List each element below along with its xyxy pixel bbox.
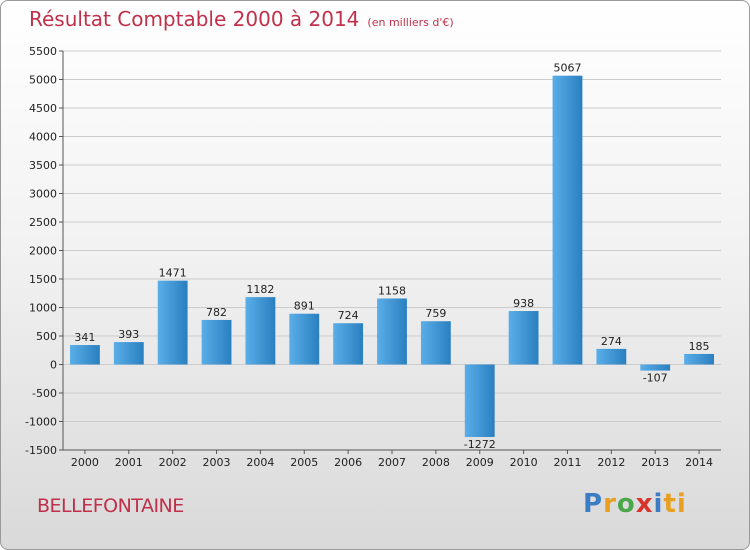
- data-label: 185: [689, 340, 710, 353]
- y-tick-label: 4500: [29, 102, 57, 115]
- bar-2002: [157, 280, 188, 365]
- logo-letter: x: [635, 489, 654, 519]
- y-tick-label: -1500: [25, 444, 57, 457]
- bar-2000: [70, 345, 100, 365]
- y-tick-label: 3500: [29, 159, 57, 172]
- bar-2001: [113, 342, 144, 365]
- data-label: 759: [425, 307, 446, 320]
- x-tick-label: 2013: [641, 456, 669, 469]
- y-tick-label: 1000: [29, 302, 57, 315]
- logo-letter: o: [616, 489, 636, 519]
- data-label: 724: [338, 309, 359, 322]
- y-tick-label: 3000: [29, 188, 57, 201]
- x-tick-label: 2012: [597, 456, 625, 469]
- bar-2013: [640, 364, 671, 371]
- data-label: 274: [601, 335, 622, 348]
- x-tick-label: 2000: [71, 456, 99, 469]
- logo-letter: i: [653, 489, 664, 519]
- x-tick-label: 2001: [115, 456, 143, 469]
- data-label: 393: [118, 328, 139, 341]
- data-label: 1182: [246, 283, 274, 296]
- bar-2010: [508, 311, 539, 365]
- data-label: -107: [643, 372, 668, 385]
- bar-2008: [420, 321, 451, 365]
- x-tick-label: 2009: [466, 456, 494, 469]
- bars: [70, 75, 714, 438]
- y-tick-label: 5000: [29, 74, 57, 87]
- x-tick-label: 2014: [685, 456, 713, 469]
- bar-2003: [201, 319, 232, 365]
- x-tick-label: 2003: [203, 456, 231, 469]
- data-label: 5067: [553, 62, 581, 75]
- x-tick-label: 2010: [510, 456, 538, 469]
- data-label: 938: [513, 297, 534, 310]
- logo-letter: ti: [663, 489, 687, 519]
- y-tick-label: 500: [36, 330, 57, 343]
- y-tick-label: 0: [50, 359, 57, 372]
- y-tick-label: 2500: [29, 216, 57, 229]
- city-name: BELLEFONTAINE: [37, 495, 184, 517]
- labels: 5500500045004000350030002500200015001000…: [25, 45, 713, 469]
- grid-lines: [63, 50, 721, 451]
- x-tick-label: 2004: [246, 456, 274, 469]
- bar-2012: [596, 348, 627, 365]
- bar-2005: [289, 313, 320, 365]
- x-tick-label: 2006: [334, 456, 362, 469]
- logo-letter: P: [583, 489, 604, 519]
- y-tick-label: -500: [32, 387, 57, 400]
- axes: [59, 50, 721, 454]
- data-label: 891: [294, 300, 315, 313]
- data-label: 782: [206, 306, 227, 319]
- x-tick-label: 2011: [553, 456, 581, 469]
- chart-title: Résultat Comptable 2000 à 2014 (en millie…: [29, 7, 454, 31]
- bar-2009: [464, 364, 495, 438]
- y-tick-label: 1500: [29, 273, 57, 286]
- x-tick-label: 2008: [422, 456, 450, 469]
- logo-letter: r: [603, 489, 617, 519]
- data-label: -1272: [464, 438, 496, 451]
- bar-2014: [684, 353, 714, 365]
- y-tick-label: 4000: [29, 131, 57, 144]
- bar-2011: [552, 75, 583, 365]
- bar-2004: [245, 297, 276, 365]
- chart-title-text: Résultat Comptable 2000 à 2014: [29, 7, 360, 31]
- bar-2007: [377, 298, 407, 365]
- y-tick-label: 5500: [29, 45, 57, 58]
- chart-subtitle: (en milliers d'€): [367, 16, 454, 29]
- proxiti-logo: Proxiti: [583, 489, 687, 519]
- data-label: 341: [74, 331, 95, 344]
- x-tick-label: 2005: [290, 456, 318, 469]
- x-tick-label: 2007: [378, 456, 406, 469]
- data-label: 1471: [159, 267, 187, 280]
- data-label: 1158: [378, 284, 406, 297]
- y-tick-label: 2000: [29, 245, 57, 258]
- bar-2006: [333, 323, 364, 365]
- x-tick-label: 2002: [159, 456, 187, 469]
- y-tick-label: -1000: [25, 416, 57, 429]
